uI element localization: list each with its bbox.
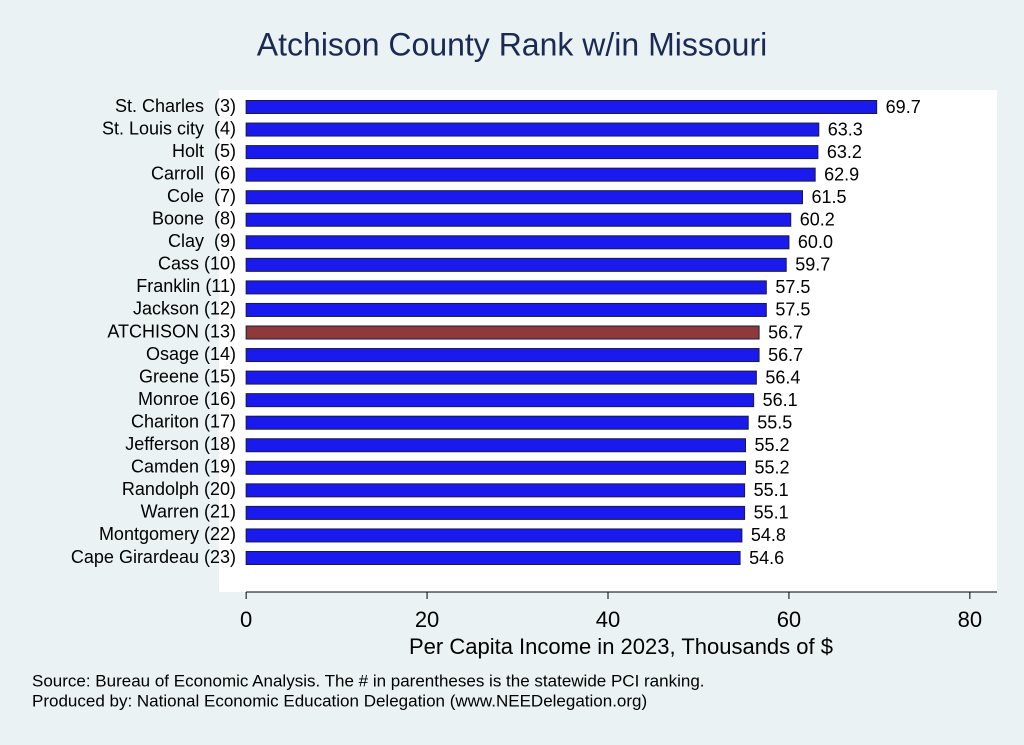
bar — [245, 257, 787, 272]
y-tick-label: Cass (10) — [158, 254, 236, 274]
value-label: 59.7 — [795, 255, 830, 275]
bar — [245, 415, 749, 430]
y-tick-label: Randolph (20) — [122, 479, 236, 499]
y-tick-label: Greene (15) — [139, 366, 236, 386]
bar — [245, 483, 746, 498]
bar — [245, 145, 819, 160]
value-label: 69.7 — [886, 97, 921, 117]
bar — [245, 100, 878, 114]
y-tick-label: Clay (9) — [168, 231, 236, 251]
value-label: 63.2 — [827, 142, 862, 162]
value-label: 55.1 — [754, 503, 789, 523]
y-tick-label: Camden (19) — [131, 457, 236, 477]
bar — [245, 280, 767, 295]
value-label: 55.2 — [755, 435, 790, 455]
y-tick-label: Franklin (11) — [136, 276, 236, 296]
x-axis-title: Per Capita Income in 2023, Thousands of … — [409, 634, 833, 659]
value-label: 57.5 — [775, 277, 810, 297]
bar — [245, 370, 757, 385]
y-tick-label: Holt (5) — [172, 141, 236, 161]
value-label: 63.3 — [828, 119, 863, 139]
note: Produced by: National Economic Education… — [32, 691, 647, 710]
x-tick-label: 0 — [240, 607, 252, 632]
value-label: 60.2 — [800, 210, 835, 230]
bar — [245, 325, 760, 340]
x-tick-label: 60 — [777, 607, 801, 632]
bar — [245, 122, 820, 137]
bar — [245, 302, 767, 317]
value-label: 55.2 — [755, 458, 790, 478]
x-tick-label: 80 — [958, 607, 982, 632]
value-label: 55.1 — [754, 480, 789, 500]
note: Source: Bureau of Economic Analysis. The… — [32, 671, 705, 690]
y-tick-label: St. Louis city (4) — [102, 118, 236, 138]
bar — [245, 505, 746, 520]
y-tick-label: Cole (7) — [167, 186, 236, 206]
y-tick-label: ATCHISON (13) — [107, 321, 236, 341]
value-label: 54.8 — [751, 525, 786, 545]
y-tick-label: Osage (14) — [146, 344, 236, 364]
y-tick-label: Cape Girardeau (23) — [71, 547, 236, 567]
y-tick-label: Monroe (16) — [138, 389, 236, 409]
x-tick-label: 20 — [415, 607, 439, 632]
y-tick-label: Warren (21) — [141, 502, 236, 522]
bar — [245, 528, 743, 543]
bar — [245, 212, 792, 227]
bar — [245, 235, 790, 250]
value-label: 57.5 — [775, 300, 810, 320]
bar — [245, 348, 760, 363]
y-tick-label: Carroll (6) — [151, 163, 236, 183]
y-tick-label: Montgomery (22) — [99, 524, 236, 544]
y-tick-label: Jackson (12) — [133, 299, 236, 319]
value-label: 56.7 — [768, 322, 803, 342]
y-tick-label: Jefferson (18) — [125, 434, 236, 454]
value-label: 60.0 — [798, 232, 833, 252]
value-label: 56.1 — [763, 390, 798, 410]
bar — [245, 167, 816, 182]
bar — [245, 460, 747, 475]
value-label: 55.5 — [757, 412, 792, 432]
value-label: 56.7 — [768, 345, 803, 365]
bar — [245, 551, 741, 565]
value-label: 62.9 — [824, 164, 859, 184]
chart-title: Atchison County Rank w/in Missouri — [257, 26, 767, 62]
y-tick-label: St. Charles (3) — [115, 96, 236, 116]
value-label: 61.5 — [812, 187, 847, 207]
value-label: 56.4 — [765, 367, 800, 387]
bar — [245, 393, 755, 408]
y-tick-label: Chariton (17) — [131, 411, 236, 431]
value-label: 54.6 — [749, 548, 784, 568]
bar — [245, 190, 804, 205]
y-tick-label: Boone (8) — [152, 209, 236, 229]
x-tick-label: 40 — [596, 607, 620, 632]
bar — [245, 438, 747, 453]
